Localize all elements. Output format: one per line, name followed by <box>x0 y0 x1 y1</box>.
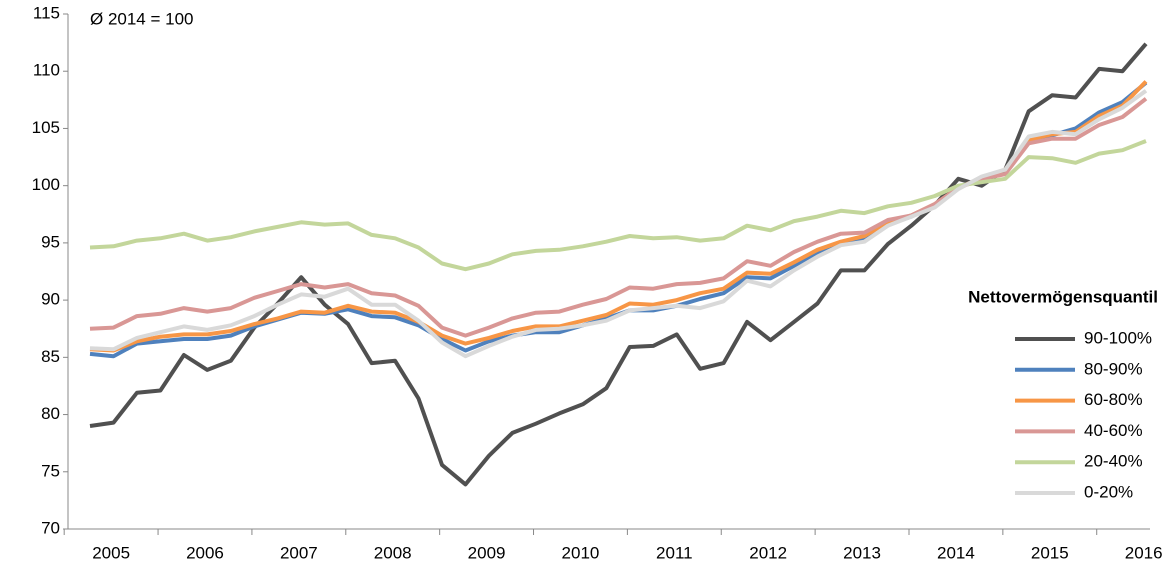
y-tick-label: 75 <box>41 461 60 480</box>
legend-label: 90-100% <box>1084 328 1152 347</box>
y-tick-label: 110 <box>33 61 60 80</box>
x-tick-label: 2009 <box>468 543 506 562</box>
x-tick-label: 2010 <box>562 543 600 562</box>
y-tick-label: 95 <box>41 232 60 251</box>
series-line <box>89 89 1148 359</box>
y-tick-label: 90 <box>41 290 60 309</box>
x-tick-label: 2011 <box>656 543 693 562</box>
annotation: Ø 2014 = 100 <box>90 9 194 28</box>
x-tick-label: 2007 <box>280 543 318 562</box>
y-tick-label: 70 <box>41 518 60 537</box>
series-line <box>89 139 1147 272</box>
legend-label: 80-90% <box>1084 359 1143 378</box>
series-line <box>89 80 1148 353</box>
y-tick-label: 100 <box>32 175 60 194</box>
legend-label: 40-60% <box>1084 421 1143 440</box>
legend-label: 0-20% <box>1084 482 1133 501</box>
x-tick-label: 2015 <box>1031 543 1069 562</box>
y-tick-label: 80 <box>41 404 60 423</box>
x-tick-label: 2016 <box>1125 543 1163 562</box>
x-tick-label: 2008 <box>374 543 412 562</box>
x-tick-label: 2006 <box>186 543 224 562</box>
legend-title: Nettovermögensquantil <box>968 287 1158 306</box>
x-tick-label: 2013 <box>843 543 881 562</box>
x-tick-label: 2005 <box>92 543 130 562</box>
x-tick-label: 2014 <box>937 543 975 562</box>
y-tick-label: 85 <box>41 347 60 366</box>
y-tick-label: 115 <box>33 3 60 22</box>
y-tick-label: 105 <box>32 118 60 137</box>
series-line <box>89 42 1148 487</box>
x-tick-label: 2012 <box>749 543 787 562</box>
legend-label: 20-40% <box>1084 452 1143 471</box>
legend-label: 60-80% <box>1084 390 1143 409</box>
